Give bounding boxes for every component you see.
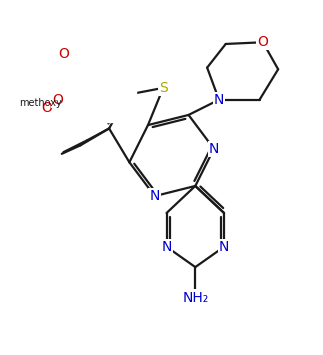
Text: N: N — [150, 189, 160, 203]
Text: O: O — [58, 47, 69, 61]
Text: O: O — [41, 101, 52, 115]
Text: NH₂: NH₂ — [182, 290, 208, 305]
Text: O: O — [58, 47, 69, 61]
Text: methoxy: methoxy — [19, 98, 62, 109]
Text: N: N — [209, 142, 219, 156]
Text: O: O — [53, 93, 63, 107]
Text: N: N — [162, 240, 172, 254]
Text: methoxy: methoxy — [8, 109, 51, 119]
Text: N: N — [219, 240, 229, 254]
Text: S: S — [159, 81, 168, 95]
Text: O: O — [257, 35, 268, 49]
Text: N: N — [214, 93, 224, 107]
